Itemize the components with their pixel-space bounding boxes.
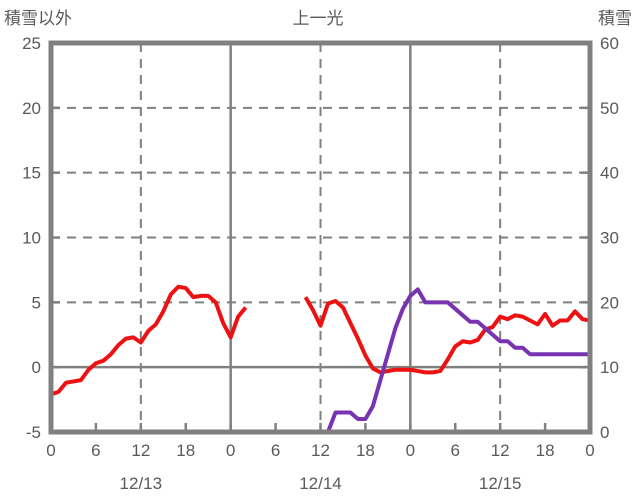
x-axis-date-label: 12/15 [479, 474, 522, 493]
chart-title: 上一光 [292, 9, 344, 28]
x-axis-tick-label: 0 [585, 441, 594, 460]
x-axis-tick-label: 18 [176, 441, 195, 460]
left-axis-tick-label: -5 [26, 423, 41, 442]
right-axis-tick-label: 0 [600, 423, 609, 442]
x-axis-tick-label: 0 [406, 441, 415, 460]
x-axis-date-label: 12/13 [120, 474, 163, 493]
x-axis-tick-label: 0 [46, 441, 55, 460]
x-axis-tick-label: 6 [271, 441, 280, 460]
right-axis-tick-label: 50 [600, 99, 619, 118]
x-axis-tick-label: 18 [356, 441, 375, 460]
x-axis-tick-label: 12 [491, 441, 510, 460]
x-axis-date-label: 12/14 [299, 474, 342, 493]
x-axis-tick-label: 12 [311, 441, 330, 460]
grid-layer [51, 43, 590, 432]
right-axis-tick-label: 30 [600, 229, 619, 248]
right-axis-title: 積雪 [598, 9, 632, 28]
right-axis-tick-label: 40 [600, 164, 619, 183]
left-axis-tick-label: 15 [22, 164, 41, 183]
left-axis-title: 積雪以外 [4, 9, 72, 28]
x-axis-tick-label: 0 [226, 441, 235, 460]
left-axis-tick-label: 5 [32, 293, 41, 312]
left-axis-tick-label: 0 [32, 358, 41, 377]
right-axis-tick-label: 60 [600, 34, 619, 53]
series-line-temperature [303, 296, 591, 375]
left-axis-tick-label: 20 [22, 99, 41, 118]
x-axis-tick-label: 6 [451, 441, 460, 460]
x-axis-tick-label: 18 [536, 441, 555, 460]
x-axis-tick-label: 6 [91, 441, 100, 460]
x-axis-tick-label: 12 [131, 441, 150, 460]
axis-frame [48, 40, 593, 435]
series-line-snow-depth [305, 287, 590, 434]
series-line-temperature [50, 284, 248, 397]
left-axis-tick-label: 10 [22, 229, 41, 248]
right-axis-tick-label: 10 [600, 358, 619, 377]
series-layer [50, 284, 591, 434]
right-axis-tick-label: 20 [600, 293, 619, 312]
left-axis-tick-label: 25 [22, 34, 41, 53]
